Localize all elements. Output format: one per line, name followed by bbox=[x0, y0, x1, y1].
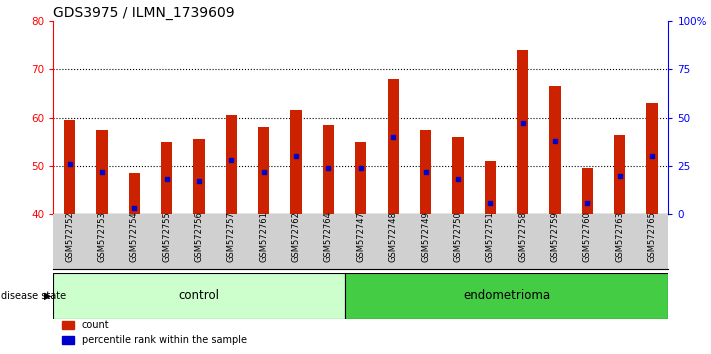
Text: ▶: ▶ bbox=[44, 291, 52, 301]
Bar bbox=[193, 139, 205, 214]
Bar bbox=[129, 173, 140, 214]
Bar bbox=[161, 142, 172, 214]
Bar bbox=[258, 127, 269, 214]
Legend: count, percentile rank within the sample: count, percentile rank within the sample bbox=[58, 316, 250, 349]
Bar bbox=[582, 169, 593, 214]
Bar bbox=[356, 142, 366, 214]
Text: endometrioma: endometrioma bbox=[463, 289, 550, 302]
Bar bbox=[420, 130, 432, 214]
Bar bbox=[614, 135, 626, 214]
Text: control: control bbox=[178, 289, 220, 302]
Bar bbox=[646, 103, 658, 214]
Bar bbox=[485, 161, 496, 214]
Bar bbox=[550, 86, 561, 214]
Text: GDS3975 / ILMN_1739609: GDS3975 / ILMN_1739609 bbox=[53, 6, 235, 20]
Bar bbox=[452, 137, 464, 214]
Bar bbox=[225, 115, 237, 214]
Bar bbox=[64, 120, 75, 214]
Bar bbox=[387, 79, 399, 214]
Bar bbox=[96, 130, 107, 214]
Bar bbox=[53, 273, 345, 319]
Bar bbox=[517, 50, 528, 214]
Bar bbox=[345, 273, 668, 319]
Text: disease state: disease state bbox=[1, 291, 66, 301]
Bar bbox=[290, 110, 301, 214]
Bar bbox=[323, 125, 334, 214]
